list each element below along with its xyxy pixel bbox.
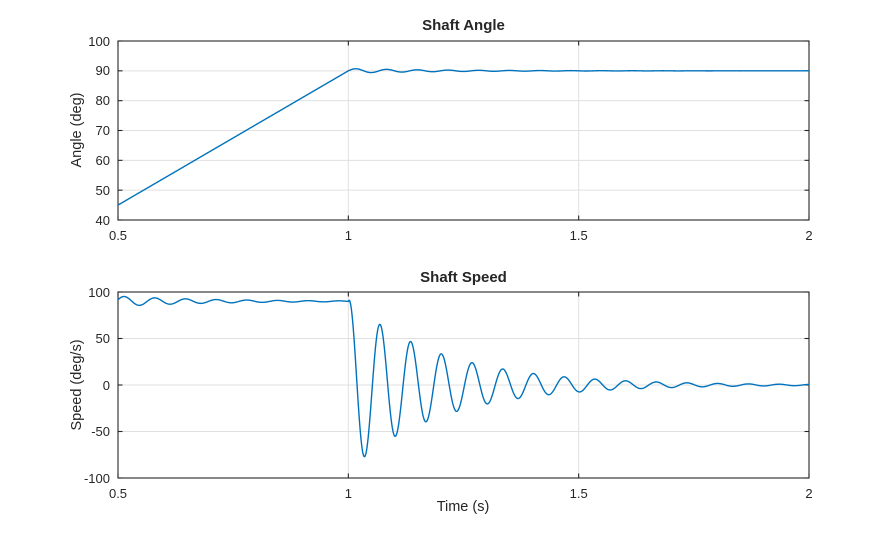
x-tick-label: 1 — [344, 486, 352, 501]
y-tick-label: 70 — [95, 123, 110, 138]
x-tick-label: 0.5 — [108, 486, 128, 501]
y-tick-label: -100 — [83, 470, 110, 486]
x-tick-label: 2 — [805, 486, 813, 501]
chart-title-shaft-speed: Shaft Speed — [420, 269, 507, 286]
x-tick-label: 1 — [344, 228, 352, 243]
shaft-speed-line — [117, 295, 810, 458]
y-tick-label: 90 — [95, 63, 110, 79]
y-tick-label: 0 — [102, 377, 110, 393]
x-tick-label: 1.5 — [569, 228, 588, 243]
shaft-angle-line — [117, 68, 810, 206]
y-tick-label: -50 — [91, 424, 110, 439]
x-tick-label: 2 — [805, 228, 813, 243]
x-tick-label: 0.5 — [108, 228, 128, 243]
y-tick-label: 50 — [95, 331, 110, 346]
x-tick-label: 1.5 — [569, 486, 588, 501]
y-tick-label: 100 — [88, 284, 110, 300]
y-tick-label: 80 — [95, 93, 110, 109]
x-axis-label-time: Time (s) — [436, 499, 490, 515]
y-tick-label: 60 — [95, 152, 110, 168]
y-tick-label: 40 — [95, 212, 110, 228]
y-tick-label: 50 — [95, 182, 110, 198]
chart-title-shaft-angle: Shaft Angle — [422, 17, 505, 34]
y-tick-label: 100 — [88, 33, 110, 49]
